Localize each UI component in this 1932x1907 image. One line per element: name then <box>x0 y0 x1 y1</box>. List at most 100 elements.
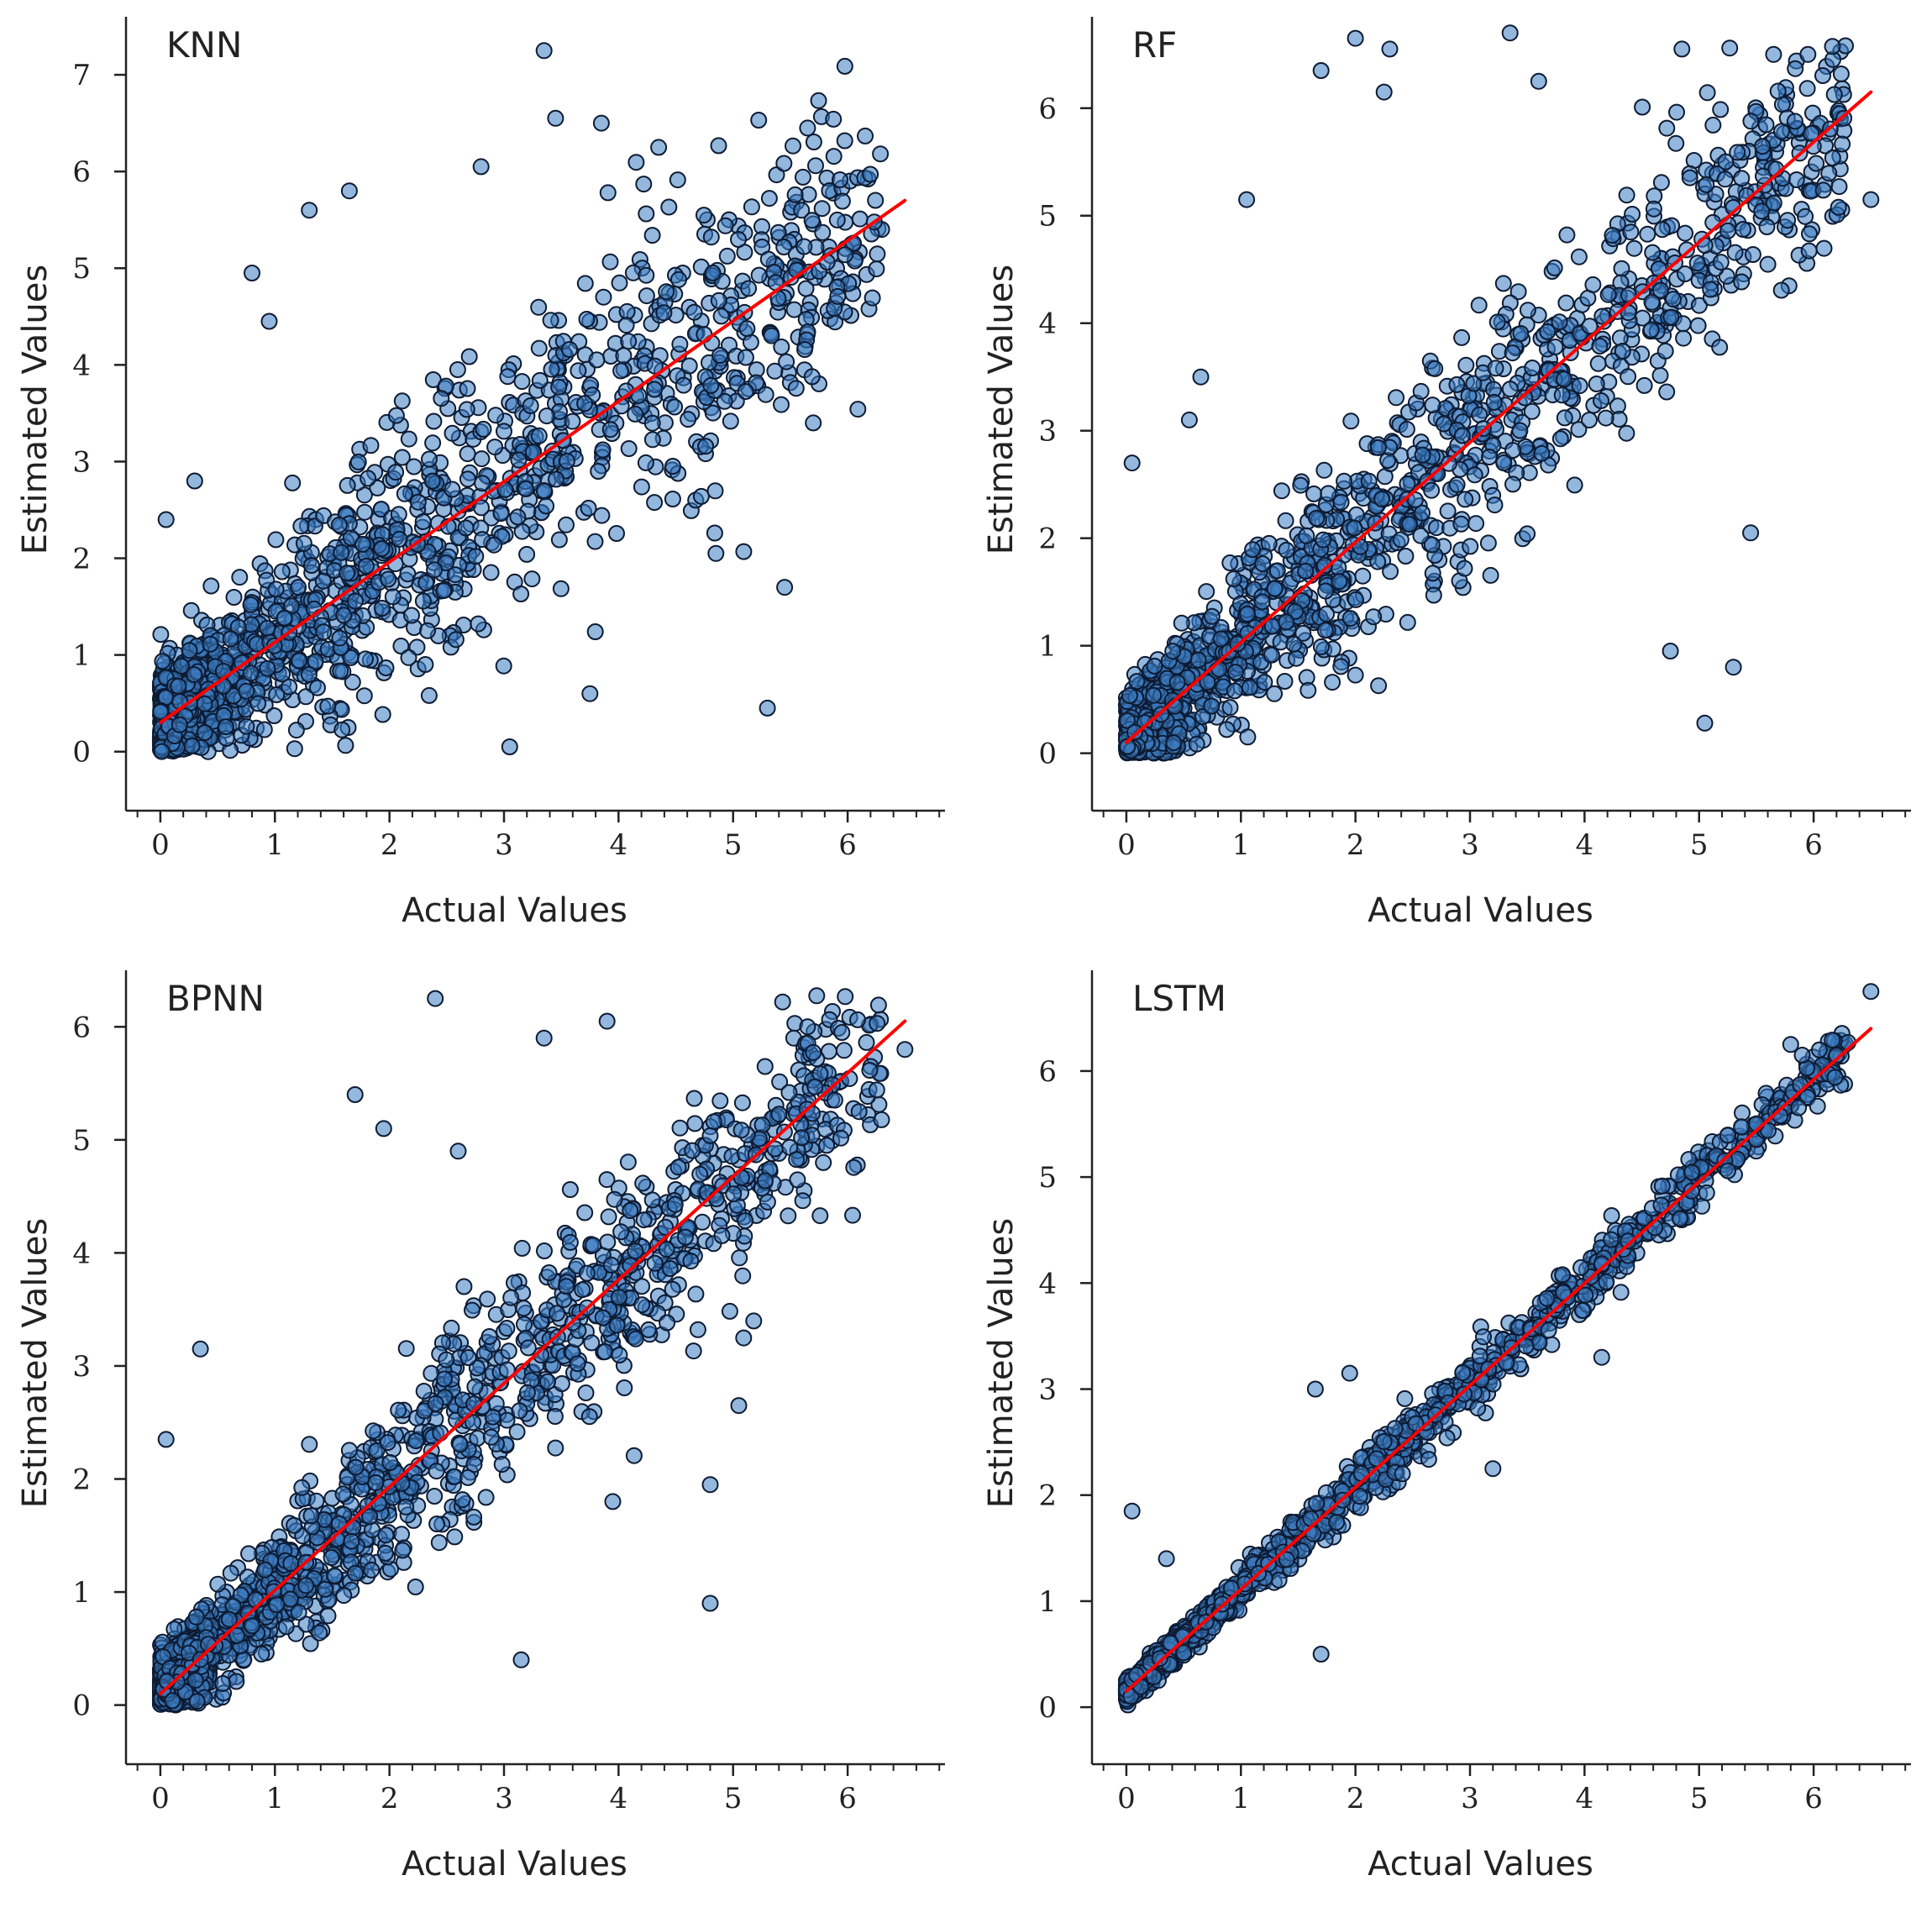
rf-point <box>1312 638 1330 655</box>
rf-point <box>1698 84 1716 102</box>
rf-point <box>1168 674 1186 691</box>
bpnn-point <box>737 1212 754 1230</box>
rf-point <box>1742 113 1760 130</box>
knn-point <box>558 516 575 533</box>
knn-point <box>470 615 487 633</box>
knn-point <box>697 438 715 455</box>
bpnn-point <box>691 1165 709 1183</box>
knn-point <box>599 184 617 202</box>
rf-point <box>1556 409 1573 427</box>
rf-point <box>1488 313 1506 331</box>
rf-point <box>1704 213 1722 231</box>
knn-point <box>286 740 303 758</box>
rf-point <box>1297 562 1315 580</box>
rf-point <box>1278 613 1295 631</box>
bpnn-point <box>561 1181 579 1198</box>
rf-point <box>1397 548 1415 565</box>
knn-point <box>356 503 374 521</box>
knn-point <box>260 313 278 330</box>
rf-x-tick-label: 3 <box>1461 828 1479 862</box>
knn-point <box>518 545 536 563</box>
rf-point <box>1668 103 1685 121</box>
rf-point <box>1253 593 1271 611</box>
knn-point <box>807 157 824 175</box>
knn-point <box>339 565 356 582</box>
knn-point <box>387 464 405 481</box>
bpnn-point <box>616 1379 633 1396</box>
rf-point <box>1467 515 1485 533</box>
rf-point <box>1425 586 1442 604</box>
rf-point <box>1717 153 1735 171</box>
knn-point <box>592 114 610 132</box>
bpnn-point <box>394 1542 412 1559</box>
knn-point <box>400 430 417 448</box>
rf-point <box>1294 624 1312 642</box>
knn-point <box>403 607 420 624</box>
rf-point <box>1315 531 1332 549</box>
knn-point <box>393 392 411 410</box>
rf-point <box>1759 255 1777 273</box>
knn-point <box>590 463 607 480</box>
knn-point <box>217 718 234 736</box>
knn-point <box>360 470 377 487</box>
knn-point <box>152 626 170 644</box>
knn-point <box>829 287 847 305</box>
knn-point <box>373 540 391 558</box>
bpnn-point <box>301 1436 318 1453</box>
knn-point <box>292 517 310 535</box>
knn-point <box>638 287 655 305</box>
bpnn-point <box>365 1422 382 1440</box>
knn-point <box>638 205 655 223</box>
rf-point <box>1725 659 1742 676</box>
rf-point <box>1754 138 1772 155</box>
bpnn-points <box>151 987 914 1714</box>
rf-point <box>1342 412 1360 430</box>
knn-point <box>444 424 461 442</box>
knn-point <box>295 534 312 552</box>
rf-point <box>1797 208 1814 225</box>
knn-point <box>400 649 417 666</box>
bpnn-point <box>869 1015 886 1032</box>
rf-point <box>1299 681 1317 699</box>
rf-point <box>1198 583 1215 601</box>
bpnn-point <box>580 1408 598 1426</box>
bpnn-point <box>297 1615 315 1633</box>
knn-point <box>267 531 285 549</box>
knn-y-tick-label: 4 <box>72 349 91 382</box>
knn-point <box>730 231 747 248</box>
knn-point <box>301 202 318 219</box>
rf-point <box>1414 504 1431 522</box>
rf-point <box>1462 538 1479 555</box>
bpnn-point <box>845 1158 863 1176</box>
knn-point <box>650 139 668 156</box>
knn-point <box>319 697 337 715</box>
rf-point <box>1662 643 1679 659</box>
rf-point <box>1690 297 1708 314</box>
rf-point <box>1653 221 1671 239</box>
rf-point <box>1203 607 1221 625</box>
knn-point <box>805 414 822 432</box>
bpnn-point <box>430 1534 448 1552</box>
knn-point <box>722 412 739 430</box>
knn-point <box>362 437 380 454</box>
knn-point <box>473 450 491 468</box>
rf-x-tick-label: 4 <box>1576 828 1594 862</box>
rf-point <box>1635 376 1653 394</box>
knn-point <box>202 635 219 653</box>
rf-point <box>1519 525 1536 543</box>
knn-point <box>202 577 220 595</box>
rf-point <box>1753 202 1771 220</box>
knn-point <box>530 427 548 444</box>
knn-point <box>196 695 213 712</box>
rf-point <box>1466 466 1483 484</box>
knn-point <box>706 524 723 542</box>
rf-point <box>1316 622 1334 639</box>
rf-point <box>1504 344 1521 362</box>
knn-point <box>284 474 302 491</box>
knn-point <box>346 592 364 610</box>
knn-y-tick-label: 2 <box>72 543 91 576</box>
knn-point <box>420 686 438 704</box>
